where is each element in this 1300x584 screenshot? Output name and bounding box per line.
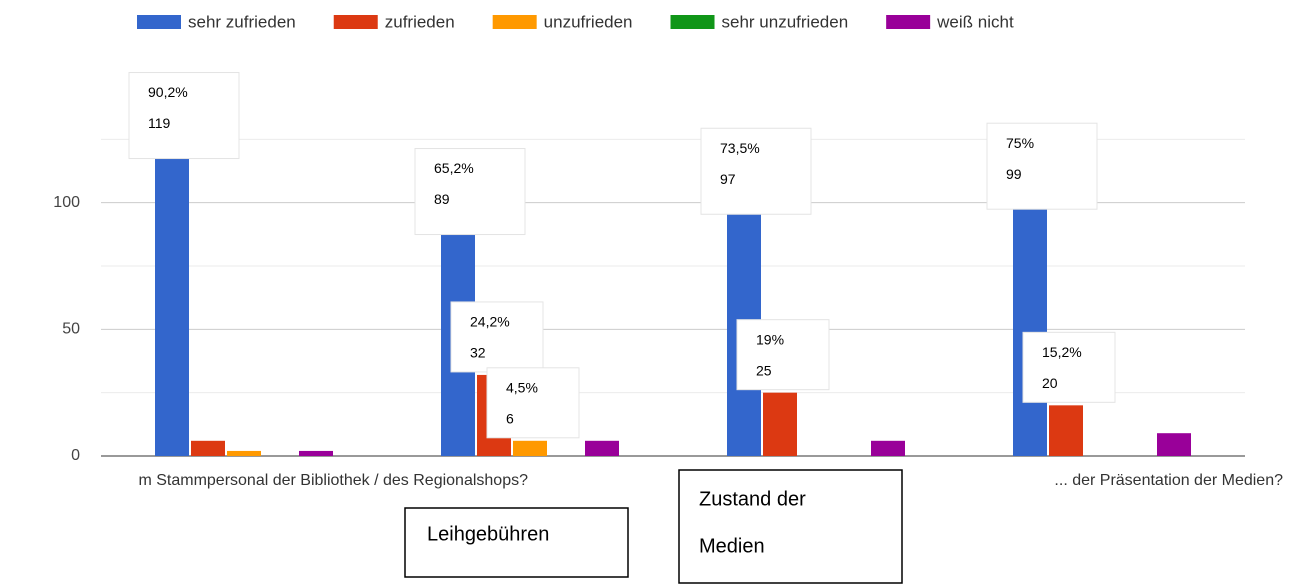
bar <box>1157 433 1191 456</box>
y-tick-label: 50 <box>62 321 80 338</box>
legend-swatch <box>670 15 715 29</box>
data-label-box <box>700 127 812 215</box>
legend-label: zufrieden <box>385 12 455 31</box>
legend-swatch <box>333 15 378 29</box>
data-label-value: 97 <box>720 171 736 187</box>
data-label-percent: 4,5% <box>506 380 538 396</box>
bar <box>763 392 797 456</box>
data-label-value: 99 <box>1006 166 1022 182</box>
annotation-box <box>404 507 629 578</box>
data-label-box <box>736 319 830 391</box>
legend-label: sehr zufrieden <box>188 12 296 31</box>
legend-label: sehr unzufrieden <box>722 12 849 31</box>
legend-label: unzufrieden <box>544 12 633 31</box>
data-label-percent: 24,2% <box>470 314 510 330</box>
legend-label: weiß nicht <box>936 12 1014 31</box>
data-label-value: 20 <box>1042 375 1058 391</box>
data-label-box <box>986 122 1098 210</box>
annotation: Leihgebühren <box>427 523 549 545</box>
data-label-percent: 75% <box>1006 135 1034 151</box>
legend-swatch <box>492 15 537 29</box>
data-label-box <box>486 367 580 439</box>
bar <box>191 440 225 456</box>
annotation: Medien <box>699 535 765 557</box>
data-label-value: 25 <box>756 362 772 378</box>
data-label-percent: 90,2% <box>148 84 188 100</box>
bar <box>1049 405 1083 456</box>
data-label-box <box>128 72 240 160</box>
bar <box>513 440 547 456</box>
data-label-value: 119 <box>148 115 171 131</box>
y-tick-label: 0 <box>71 447 80 464</box>
data-label-box <box>414 148 526 236</box>
data-label-percent: 19% <box>756 331 784 347</box>
x-tick-label: ... der Präsentation der Medien? <box>1054 472 1283 489</box>
legend-swatch <box>137 15 181 29</box>
data-label-value: 32 <box>470 345 486 361</box>
y-tick-label: 100 <box>53 194 80 211</box>
data-label-box <box>450 301 544 373</box>
bar <box>299 450 333 456</box>
data-label-value: 89 <box>434 191 450 207</box>
bar <box>155 154 189 457</box>
data-label-percent: 73,5% <box>720 140 760 156</box>
data-label-box <box>1022 331 1116 403</box>
bar <box>585 440 619 456</box>
data-label-value: 6 <box>506 411 514 427</box>
legend-swatch <box>886 15 931 29</box>
bar <box>1013 205 1047 456</box>
bar <box>227 450 261 456</box>
data-label-percent: 65,2% <box>434 160 474 176</box>
data-label-percent: 15,2% <box>1042 344 1082 360</box>
bar <box>871 440 905 456</box>
x-tick-label: m Stammpersonal der Bibliothek / des Reg… <box>138 472 528 489</box>
annotation: Zustand der <box>699 488 806 510</box>
annotation-box <box>678 469 903 584</box>
